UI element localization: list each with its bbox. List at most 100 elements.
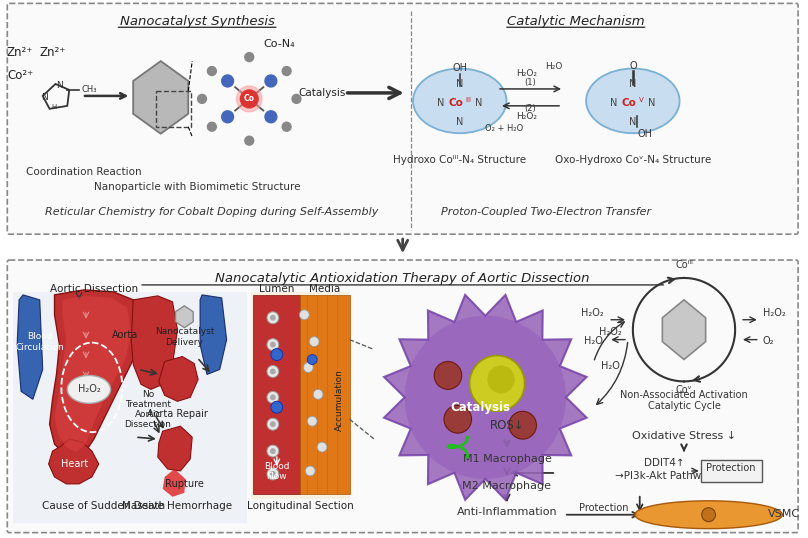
Text: Reticular Chemistry for Cobalt Doping during Self-Assembly: Reticular Chemistry for Cobalt Doping du… — [45, 207, 379, 217]
Text: Cause of Sudden Death: Cause of Sudden Death — [42, 501, 166, 511]
Polygon shape — [301, 295, 350, 494]
Text: N: N — [456, 117, 464, 127]
Text: Longitudinal Section: Longitudinal Section — [247, 501, 354, 511]
Circle shape — [307, 355, 317, 365]
FancyBboxPatch shape — [7, 260, 798, 533]
Text: N: N — [629, 117, 637, 127]
Circle shape — [241, 90, 258, 108]
Circle shape — [198, 94, 207, 103]
Text: H₂O₂: H₂O₂ — [516, 112, 537, 121]
Text: M1 Macrophage: M1 Macrophage — [462, 454, 551, 464]
Text: H₂O: H₂O — [584, 336, 604, 345]
Ellipse shape — [413, 68, 507, 133]
Text: H₂O₂: H₂O₂ — [516, 69, 537, 78]
Text: Coordination Reaction: Coordination Reaction — [26, 167, 142, 178]
Circle shape — [270, 315, 276, 321]
Text: DDIT4↑: DDIT4↑ — [644, 458, 684, 468]
Text: Zn²⁺: Zn²⁺ — [7, 46, 33, 59]
Polygon shape — [162, 469, 185, 497]
Text: Oxo-Hydroxo Coᵛ-N₄ Structure: Oxo-Hydroxo Coᵛ-N₄ Structure — [555, 154, 711, 165]
Polygon shape — [158, 426, 192, 471]
Text: H₂O₂: H₂O₂ — [581, 308, 604, 318]
Circle shape — [405, 316, 566, 479]
Text: (2): (2) — [524, 104, 537, 113]
Circle shape — [267, 365, 279, 378]
Text: Oxidative Stress ↓: Oxidative Stress ↓ — [632, 431, 736, 441]
Text: H₂O: H₂O — [545, 62, 563, 71]
Text: H₂O₂: H₂O₂ — [599, 327, 621, 337]
FancyBboxPatch shape — [701, 460, 762, 482]
Circle shape — [434, 362, 461, 390]
Circle shape — [267, 391, 279, 404]
Text: O₂: O₂ — [763, 336, 774, 345]
Circle shape — [221, 111, 234, 123]
Ellipse shape — [586, 68, 680, 133]
Text: H₂O: H₂O — [601, 362, 620, 371]
Text: N: N — [611, 98, 618, 108]
FancyBboxPatch shape — [251, 292, 350, 499]
Circle shape — [282, 67, 291, 75]
Text: Rupture: Rupture — [165, 479, 204, 489]
Text: Protection: Protection — [706, 463, 756, 473]
Text: Catalytic Mechanism: Catalytic Mechanism — [507, 15, 645, 28]
Circle shape — [292, 94, 301, 103]
Polygon shape — [175, 306, 193, 328]
Polygon shape — [133, 61, 188, 134]
Circle shape — [245, 53, 254, 61]
Text: O: O — [629, 61, 637, 71]
Text: Nanoparticle with Biomimetic Structure: Nanoparticle with Biomimetic Structure — [94, 182, 301, 193]
Polygon shape — [663, 300, 705, 359]
Text: Co: Co — [244, 94, 255, 103]
Text: Heart: Heart — [61, 459, 88, 469]
Text: Catalysis: Catalysis — [298, 88, 346, 98]
Polygon shape — [158, 357, 198, 401]
Circle shape — [208, 122, 217, 131]
Text: Accumulation: Accumulation — [335, 369, 344, 431]
Circle shape — [237, 86, 262, 112]
Text: ROS↓: ROS↓ — [490, 419, 524, 432]
Polygon shape — [384, 295, 587, 500]
Polygon shape — [131, 296, 178, 390]
Text: Aorta Repair: Aorta Repair — [147, 409, 208, 419]
Text: III: III — [465, 97, 472, 103]
Polygon shape — [200, 295, 226, 374]
Text: VSMC: VSMC — [768, 509, 800, 519]
Text: Media: Media — [309, 284, 341, 294]
Ellipse shape — [67, 376, 111, 404]
Text: Catalysis: Catalysis — [450, 401, 511, 414]
Text: N: N — [475, 98, 482, 108]
Text: OH: OH — [452, 63, 467, 73]
Text: Blood
Circulation: Blood Circulation — [15, 332, 64, 351]
Circle shape — [487, 365, 515, 393]
Text: Aortic Dissection: Aortic Dissection — [50, 284, 138, 294]
Circle shape — [267, 418, 279, 430]
FancyBboxPatch shape — [253, 295, 301, 494]
Text: H: H — [51, 104, 56, 110]
Polygon shape — [635, 501, 782, 529]
Polygon shape — [17, 295, 43, 399]
Text: Co: Co — [621, 98, 637, 108]
Circle shape — [267, 312, 279, 324]
Text: N: N — [456, 79, 464, 89]
Text: Coᵛ: Coᵛ — [675, 385, 692, 395]
Text: Non-Associated Activation
Catalytic Cycle: Non-Associated Activation Catalytic Cycl… — [620, 390, 748, 411]
Circle shape — [267, 338, 279, 351]
Circle shape — [270, 369, 276, 374]
Text: Hydroxo Coᴵᴵᴵ-N₄ Structure: Hydroxo Coᴵᴵᴵ-N₄ Structure — [393, 154, 526, 165]
Text: →PI3k-Akt Pathway: →PI3k-Akt Pathway — [615, 471, 713, 481]
Text: Zn²⁺: Zn²⁺ — [40, 46, 65, 59]
Text: Nanocatalyst Synthesis: Nanocatalyst Synthesis — [120, 15, 275, 28]
Circle shape — [265, 75, 277, 87]
Circle shape — [265, 111, 277, 123]
FancyBboxPatch shape — [7, 3, 798, 234]
Circle shape — [221, 75, 234, 87]
Circle shape — [314, 390, 323, 399]
Text: Nanocatalyst
Delivery: Nanocatalyst Delivery — [154, 327, 214, 346]
Text: Aorta: Aorta — [112, 330, 138, 339]
Circle shape — [270, 394, 276, 400]
Text: N: N — [437, 98, 444, 108]
Text: OH: OH — [638, 129, 652, 139]
Text: No
Treatment: No Treatment — [125, 390, 171, 409]
Circle shape — [267, 445, 279, 457]
Circle shape — [270, 471, 276, 477]
